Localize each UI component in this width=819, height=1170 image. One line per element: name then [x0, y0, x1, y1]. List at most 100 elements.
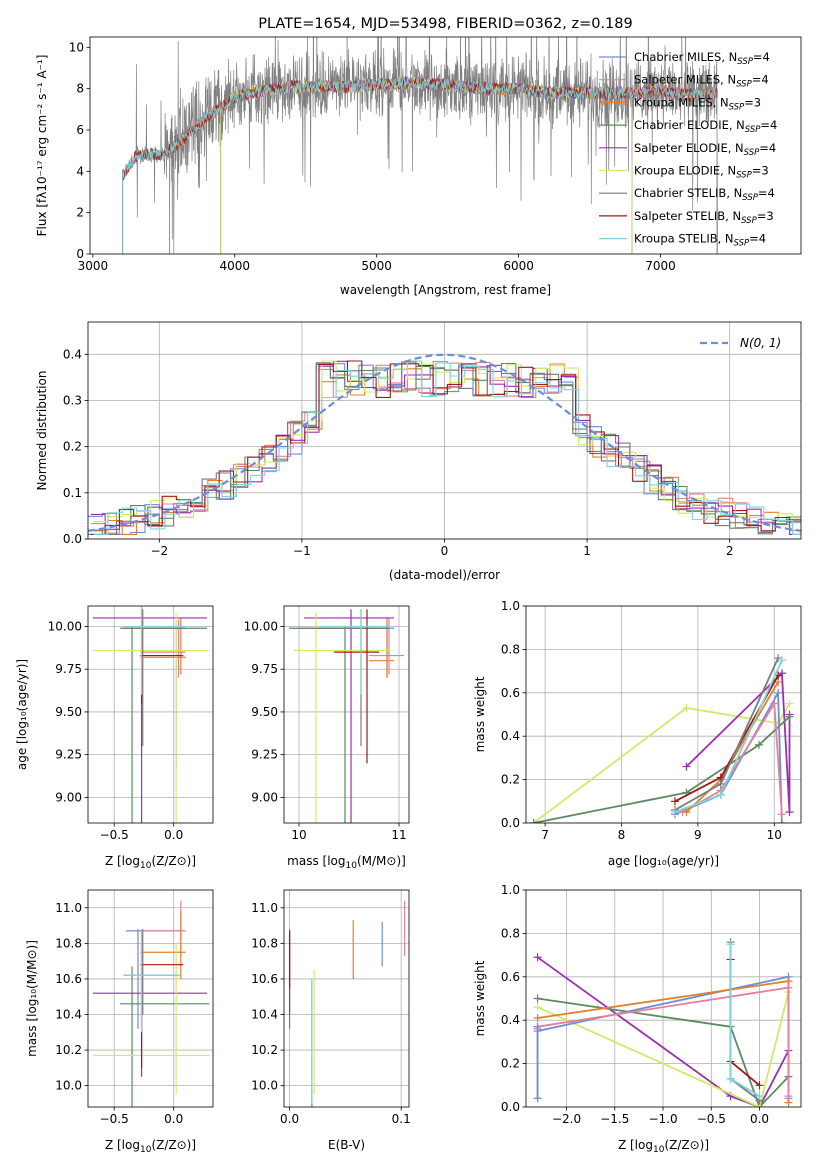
data-point [682, 762, 691, 771]
histogram-k-miles [93, 363, 801, 535]
legend-entry: N(0, 1) [740, 336, 781, 350]
x-tick-label: 1 [583, 544, 591, 558]
x-tick-label: 2 [726, 544, 734, 558]
axes-box [87, 889, 214, 1108]
spectrum-panel: 3000 4000 5000 6000 7000 0 2 4 6 8 10 PLATE=1654, M… [35, 16, 802, 297]
y-tick-label: 10.8 [55, 936, 82, 950]
x-tick-label: 6000 [503, 259, 534, 273]
data-point [785, 712, 794, 721]
series-line-c-stelib [674, 657, 779, 811]
data-point [533, 1003, 542, 1012]
y-axis-label: mass weight [473, 960, 487, 1036]
y-axis-label: age [log₁₀(age/yr)] [15, 659, 29, 770]
y-tick-label: 9.75 [251, 662, 278, 676]
data-point [716, 790, 725, 799]
series-line-k-elodie [537, 991, 790, 1107]
x-tick-label: 9 [694, 828, 702, 842]
y-tick-label: 10.6 [251, 972, 278, 986]
data-point [784, 1092, 793, 1101]
data-marks [529, 654, 794, 823]
x-tick-label: −1.0 [648, 1112, 677, 1126]
y-tick-label: 0.2 [63, 440, 82, 454]
series-line-s-elodie [537, 956, 790, 1107]
mass-vs-ebv-panel: 0.0 0.1 10.0 10.2 10.4 10.6 10.8 11.0 E(B-V) [251, 889, 411, 1152]
chart-title: PLATE=1654, MJD=53498, FIBERID=0362, z=0… [258, 16, 632, 32]
y-axis-label: Normed distribution [35, 371, 49, 491]
x-tick-label: 7000 [645, 259, 676, 273]
weight-vs-metallicity-panel: −2.0 −1.5 −1.0 −0.5 0.0 0.0 0.2 0.4 0.6 0.8 1.0 Z [… [473, 883, 802, 1155]
data-point [533, 1014, 542, 1023]
y-tick-label: 0.4 [63, 347, 82, 361]
plot-area [284, 606, 409, 823]
x-tick-label: 10 [291, 828, 306, 842]
axes-box [283, 605, 410, 824]
x-tick-label: −0.5 [100, 828, 129, 842]
histogram-s-stelib [90, 360, 801, 535]
x-tick-label: 11 [391, 828, 406, 842]
x-axis-label: wavelength [Angstrom, rest frame] [340, 283, 551, 297]
grid [88, 890, 213, 1107]
histogram-c-stelib [88, 361, 801, 535]
x-axis-label: Z [log10(Z/Z⊙)] [105, 854, 196, 871]
legend: N(0, 1) [700, 336, 781, 350]
axes-box [525, 889, 802, 1108]
x-tick-label: 0.0 [164, 1112, 183, 1126]
x-tick-label: 10 [767, 828, 782, 842]
y-tick-label: 9.25 [55, 748, 82, 762]
y-tick-label: 0.2 [501, 1057, 520, 1071]
y-tick-label: 0.3 [63, 393, 82, 407]
y-tick-label: 1.0 [501, 883, 520, 897]
model-line-k-stelib [122, 76, 718, 254]
y-tick-label: 10.0 [251, 1079, 278, 1093]
x-tick-label: −2 [150, 544, 168, 558]
y-tick-label: 10.4 [55, 1008, 82, 1022]
age-vs-mass-panel: 10 11 9.00 9.25 9.50 9.75 10.00 mass [log10(M/M… [244, 605, 410, 871]
y-tick-label: 0.8 [501, 926, 520, 940]
series-line-c-elodie [533, 716, 791, 823]
y-tick-label: 4 [76, 164, 84, 178]
axes-box [283, 889, 410, 1108]
y-axis-label: mass [log₁₀(M/M⊙)] [25, 940, 39, 1057]
plot-area [88, 322, 801, 539]
axes-frame: 10 11 9.00 9.25 9.50 9.75 10.00 [244, 605, 410, 842]
axes-frame: 0.0 0.1 10.0 10.2 10.4 10.6 10.8 11.0 [251, 889, 411, 1126]
data-marks [88, 353, 801, 535]
y-tick-label: 6 [76, 123, 84, 137]
series-line-c-elodie [537, 997, 790, 1107]
grid [284, 890, 409, 1107]
data-point [755, 1081, 764, 1090]
data-point [533, 953, 542, 962]
x-tick-label: 7 [541, 828, 549, 842]
y-tick-label: 9.00 [251, 790, 278, 804]
data-marks [289, 609, 404, 823]
x-tick-label: −0.5 [100, 1112, 129, 1126]
y-tick-label: 9.50 [251, 705, 278, 719]
y-tick-label: 9.50 [55, 705, 82, 719]
x-tick-label: −0.5 [697, 1112, 726, 1126]
grid [526, 606, 801, 823]
series-line-k-elodie [533, 703, 791, 823]
legend-entry: Chabrier STELIB, NSSP=4 [634, 186, 775, 203]
x-tick-label: 0.1 [392, 1112, 411, 1126]
y-tick-label: 10.2 [251, 1043, 278, 1057]
x-tick-label: −2.0 [552, 1112, 581, 1126]
y-axis-label: mass weight [473, 676, 487, 752]
data-point [533, 1094, 542, 1103]
x-tick-label: −1.5 [600, 1112, 629, 1126]
x-tick-label: 8 [618, 828, 626, 842]
y-tick-label: 0.1 [63, 486, 82, 500]
legend-entry: Kroupa STELIB, NSSP=4 [634, 232, 766, 249]
y-tick-label: 0.0 [63, 532, 82, 546]
y-tick-label: 11.0 [55, 901, 82, 915]
x-axis-label: Z [log10(Z/Z⊙)] [618, 1138, 709, 1155]
y-tick-label: 0.4 [501, 729, 520, 743]
data-point [754, 740, 763, 749]
y-tick-label: 11.0 [251, 901, 278, 915]
axes-box [89, 36, 802, 255]
data-point [785, 699, 794, 708]
y-tick-label: 1.0 [501, 599, 520, 613]
axes-frame: −2 −1 0 1 2 0.0 0.1 0.2 0.3 0.4 [63, 321, 802, 558]
y-tick-label: 0 [76, 247, 84, 261]
data-point [774, 688, 783, 697]
